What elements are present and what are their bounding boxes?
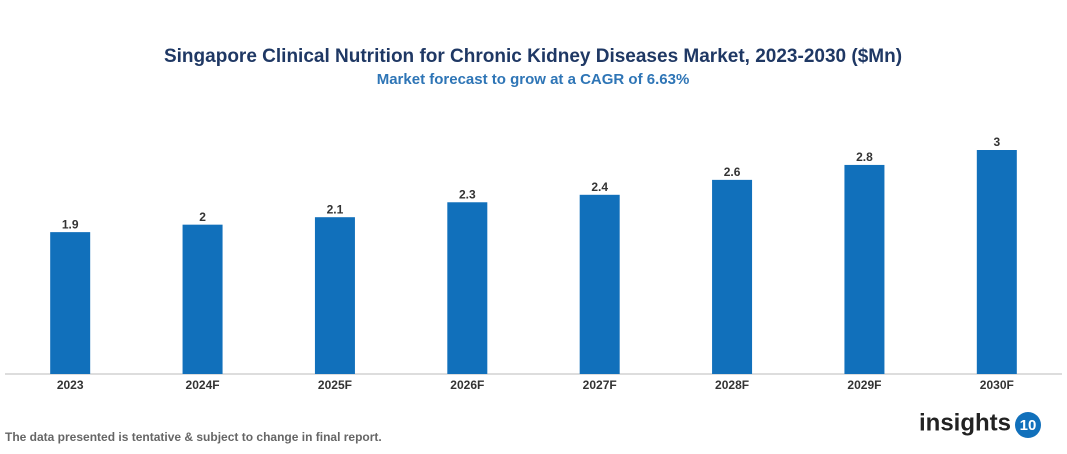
logo-text: insights [919, 409, 1011, 436]
bar [579, 194, 620, 374]
value-label: 2.1 [327, 202, 344, 216]
value-label: 2 [199, 210, 206, 224]
bar [50, 232, 91, 374]
value-label: 1.9 [62, 217, 79, 231]
value-label: 3 [993, 135, 1000, 149]
value-label: 2.8 [856, 150, 873, 164]
bar [712, 179, 753, 374]
value-label: 2.3 [459, 187, 476, 201]
bar [447, 202, 488, 374]
x-tick-label: 2025F [318, 378, 352, 392]
footnote: The data presented is tentative & subjec… [5, 430, 382, 444]
x-tick-label: 2026F [450, 378, 484, 392]
x-tick-label: 2028F [715, 378, 749, 392]
chart-subtitle: Market forecast to grow at a CAGR of 6.6… [377, 71, 690, 88]
x-tick-label: 2024F [186, 378, 220, 392]
logo-badge [1015, 412, 1041, 438]
bar [314, 217, 355, 374]
logo-badge-text: 10 [1020, 417, 1037, 434]
chart-title: Singapore Clinical Nutrition for Chronic… [164, 46, 902, 67]
value-label: 2.4 [591, 180, 608, 194]
bar [844, 164, 885, 374]
x-tick-label: 2029F [847, 378, 881, 392]
bar [182, 224, 223, 374]
x-tick-label: 2030F [980, 378, 1014, 392]
value-label: 2.6 [724, 165, 741, 179]
x-tick-label: 2027F [583, 378, 617, 392]
x-tick-label: 2023 [57, 378, 84, 392]
bar [976, 150, 1017, 374]
